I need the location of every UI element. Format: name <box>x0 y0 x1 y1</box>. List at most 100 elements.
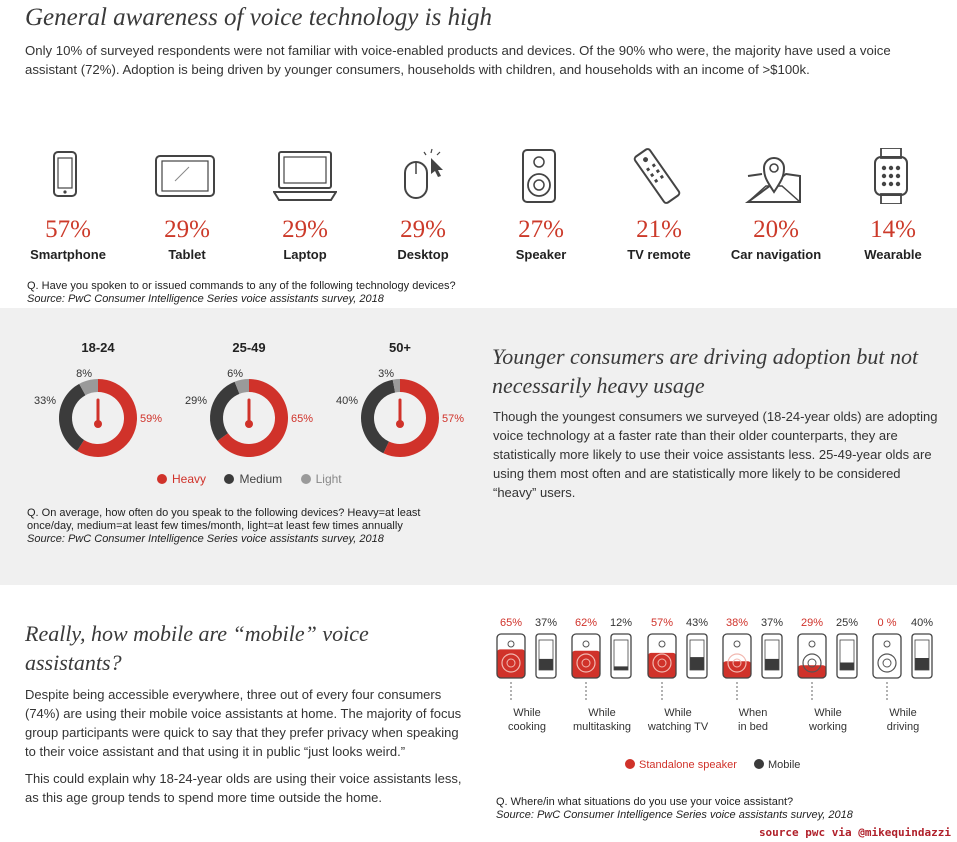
donut-light-label: 8% <box>76 368 92 380</box>
situation-label: While <box>588 707 616 719</box>
section3-source: Source: PwC Consumer Intelligence Series… <box>496 809 853 821</box>
speaker-icon <box>571 633 601 679</box>
speaker-icon <box>496 633 526 679</box>
donut-medium-label: 33% <box>34 395 56 407</box>
device-percent: 14% <box>870 216 916 243</box>
donut-medium-label: 40% <box>336 395 358 407</box>
phone-screen <box>839 639 855 671</box>
speaker-woofer <box>802 653 822 673</box>
speaker-fill-bar <box>648 652 676 678</box>
donut-slice-heavy <box>383 379 439 457</box>
phone-screen <box>613 639 629 671</box>
car-navigation-icon <box>744 157 801 203</box>
speaker-woofer <box>652 653 672 673</box>
wearable-icon <box>874 148 908 204</box>
donut-age-label: 18-24 <box>81 340 115 355</box>
speaker-woofer <box>576 653 596 673</box>
speaker-woofer-center <box>807 658 817 668</box>
phone-fill-bar <box>915 658 929 670</box>
situation-label: While <box>889 707 917 719</box>
phone-icon <box>535 633 557 679</box>
speaker-woofer-center <box>657 658 667 668</box>
speaker-percent: 65% <box>500 617 522 629</box>
situation-chart: 65% 37% While cooking 62% 12% While multitaskin… <box>496 617 933 771</box>
speaker-woofer <box>727 653 747 673</box>
donut-age-label: 50+ <box>389 340 411 355</box>
device-smartphone: 57% Smartphone <box>9 148 127 262</box>
device-speaker: 27% Speaker <box>482 148 600 262</box>
speaker-tweeter <box>582 640 590 648</box>
mobile-percent: 40% <box>911 617 933 629</box>
device-tablet: 29% Tablet <box>128 148 246 262</box>
situation-label: multitasking <box>573 721 631 733</box>
mobile-percent: 25% <box>836 617 858 629</box>
speaker-woofer <box>877 653 897 673</box>
device-percent: 57% <box>45 216 91 243</box>
section2-question-line2: once/day, medium=at least few times/mont… <box>27 520 403 532</box>
speaker-icon <box>722 633 752 679</box>
speaker-woofer-center <box>506 658 516 668</box>
speaker-percent: 29% <box>801 617 823 629</box>
section2-background <box>0 308 957 585</box>
device-desktop: 29% Desktop <box>364 148 482 262</box>
situation-label: While <box>664 707 692 719</box>
desktop-mouse-icon <box>404 148 443 199</box>
mobile-percent: 37% <box>535 617 557 629</box>
legend-heavy: Heavy <box>157 472 206 486</box>
donut-medium-label: 29% <box>185 395 207 407</box>
speaker-percent: 0 % <box>878 617 897 629</box>
device-car-navigation: 20% Car navigation <box>717 148 835 262</box>
legend-light-swatch <box>300 474 311 484</box>
device-label: Speaker <box>515 247 567 262</box>
device-percent: 21% <box>636 216 682 243</box>
section1-source: Source: PwC Consumer Intelligence Series… <box>27 293 384 305</box>
legend-mobile-swatch <box>754 759 764 769</box>
speaker-tweeter <box>808 640 816 648</box>
section2-question-line1: Q. On average, how often do you speak to… <box>27 507 421 519</box>
donut-slice-heavy <box>217 379 288 457</box>
phone-icon <box>836 633 858 679</box>
speaker-fill-bar <box>723 661 751 678</box>
speaker-icon <box>797 633 827 679</box>
speaker-woofer <box>501 653 521 673</box>
donut-slice-light <box>392 379 400 393</box>
laptop-icon <box>273 151 337 201</box>
phone-fill-bar <box>614 666 628 670</box>
device-tv-remote: 21% TV remote <box>600 148 718 262</box>
legend-heavy-swatch <box>157 474 167 484</box>
speaker-percent: 38% <box>726 617 748 629</box>
legend-medium-label: Medium <box>239 472 283 486</box>
section1-title: General awareness of voice technology is… <box>25 4 493 31</box>
situation-label: cooking <box>508 721 546 733</box>
speaker-percent: 57% <box>651 617 673 629</box>
section1-question: Q. Have you spoken to or issued commands… <box>27 280 456 292</box>
legend-light: Light <box>300 472 342 486</box>
legend-heavy-label: Heavy <box>172 472 207 486</box>
donut-heavy-label: 59% <box>140 413 162 425</box>
section2-title: Younger consumers are driving adoption b… <box>492 344 919 398</box>
situation-label: working <box>808 721 847 733</box>
section2-source: Source: PwC Consumer Intelligence Series… <box>27 533 384 545</box>
phone-screen <box>914 639 930 671</box>
device-label: Laptop <box>283 247 327 262</box>
donut-slice-light <box>234 379 249 394</box>
device-label: Tablet <box>168 247 206 262</box>
legend-speaker-label: Standalone speaker <box>639 759 737 771</box>
donut-light-label: 6% <box>227 368 243 380</box>
situation-label: While <box>513 707 541 719</box>
situation-label: driving <box>887 721 919 733</box>
tablet-icon <box>155 155 215 197</box>
device-label: Car navigation <box>730 247 822 262</box>
donut-slice-heavy <box>77 379 137 457</box>
section2-body: Though the youngest consumers we surveye… <box>493 409 938 500</box>
donut-slice-medium <box>361 379 396 454</box>
credit-text: source pwc via @mikequindazzi <box>758 826 951 839</box>
phone-icon <box>610 633 632 679</box>
device-percent: 29% <box>400 216 446 243</box>
phone-screen <box>689 639 705 671</box>
situation-label: in bed <box>738 721 768 733</box>
device-label: Wearable <box>864 247 922 262</box>
donut-heavy-label: 57% <box>442 413 464 425</box>
phone-icon <box>686 633 708 679</box>
donut-charts: 18-24 59% 33% 8% 25-49 65% 29% 6% 50+ 57% 40% 3% <box>34 340 464 457</box>
